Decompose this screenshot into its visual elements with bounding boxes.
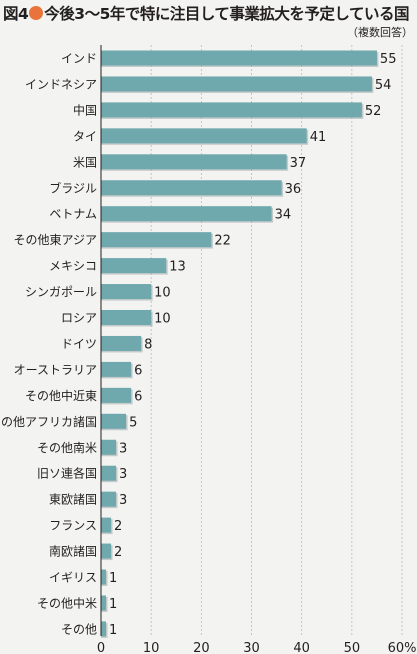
value-label: 1: [109, 571, 117, 586]
category-label: メキシコ: [49, 259, 97, 273]
category-label: その他: [61, 622, 97, 636]
category-label: その他アフリカ諸国: [0, 414, 97, 429]
bullet-dot-icon: [29, 6, 44, 20]
x-tick-label: 0: [97, 641, 105, 654]
category-label: タイ: [73, 129, 97, 143]
bar: [101, 543, 112, 559]
bar: [101, 128, 307, 144]
value-label: 5: [129, 415, 137, 430]
bar: [101, 361, 132, 377]
category-label: シンガポール: [25, 285, 97, 299]
bar: [101, 284, 152, 300]
chart-title: 図4 今後3〜5年で特に注目して事業拡大を予定している国: [3, 2, 409, 24]
bar: [101, 180, 282, 196]
bar: [101, 387, 132, 403]
value-label: 10: [154, 312, 171, 327]
value-label: 52: [365, 104, 382, 119]
value-label: 13: [169, 260, 186, 275]
value-label: 2: [114, 545, 122, 560]
value-label: 1: [109, 623, 117, 638]
bar: [101, 413, 127, 429]
category-label: 東欧諸国: [49, 492, 97, 507]
category-label: ドイツ: [61, 337, 97, 351]
bar: [101, 439, 117, 455]
category-label: ロシア: [61, 311, 97, 325]
value-label: 22: [214, 234, 231, 249]
bar: [101, 517, 112, 533]
bar: [101, 310, 152, 325]
value-label: 55: [380, 52, 397, 67]
value-label: 36: [285, 182, 302, 197]
bar: [101, 595, 107, 611]
category-label: インドネシア: [25, 77, 97, 91]
value-label: 10: [154, 286, 171, 301]
bar: [101, 232, 212, 248]
value-label: 6: [134, 389, 142, 404]
value-label: 3: [119, 493, 127, 508]
value-label: 41: [310, 130, 327, 145]
value-label: 34: [275, 208, 292, 223]
value-label: 1: [109, 597, 117, 612]
category-label: ベトナム: [49, 207, 97, 221]
category-label: その他中近東: [25, 388, 97, 403]
category-label: インド: [61, 52, 97, 66]
category-label: フランス: [49, 519, 97, 533]
value-label: 37: [290, 156, 307, 171]
category-label: その他東アジア: [13, 233, 97, 247]
bar: [101, 102, 362, 118]
value-label: 6: [134, 363, 142, 378]
bar: [101, 465, 117, 481]
category-label: オーストラリア: [14, 363, 97, 377]
value-label: 8: [144, 337, 152, 352]
value-label: 3: [119, 467, 127, 482]
category-label: 南欧諸国: [49, 544, 97, 559]
x-tick-label: 60%: [388, 641, 417, 654]
x-tick-label: 40: [293, 641, 310, 654]
value-label: 54: [375, 78, 392, 93]
bar: [101, 258, 167, 274]
value-label: 2: [114, 519, 122, 534]
x-tick-label: 10: [143, 641, 160, 654]
category-label: 米国: [73, 155, 97, 169]
bar: [101, 569, 107, 585]
bar: [101, 621, 107, 637]
category-label: イギリス: [49, 571, 97, 585]
x-tick-label: 30: [243, 641, 260, 654]
figure-label: 図4: [3, 5, 29, 23]
bar: [101, 154, 287, 170]
x-tick-label: 20: [193, 641, 210, 654]
category-label: その他中米: [37, 595, 97, 610]
value-label: 3: [119, 441, 127, 456]
title-text: 今後3〜5年で特に注目して事業拡大を予定している国: [44, 5, 409, 23]
multiple-answer-note: （複数回答）: [347, 26, 413, 39]
bar: [101, 491, 117, 507]
bar: [101, 335, 142, 351]
category-label: 旧ソ連各国: [37, 466, 97, 481]
x-tick-label: 50: [344, 641, 361, 654]
bar: [101, 206, 272, 222]
category-label: 中国: [73, 102, 97, 117]
bar: [101, 76, 372, 92]
category-label: その他南米: [37, 440, 97, 455]
bar: [101, 50, 377, 66]
category-label: ブラジル: [49, 180, 97, 195]
